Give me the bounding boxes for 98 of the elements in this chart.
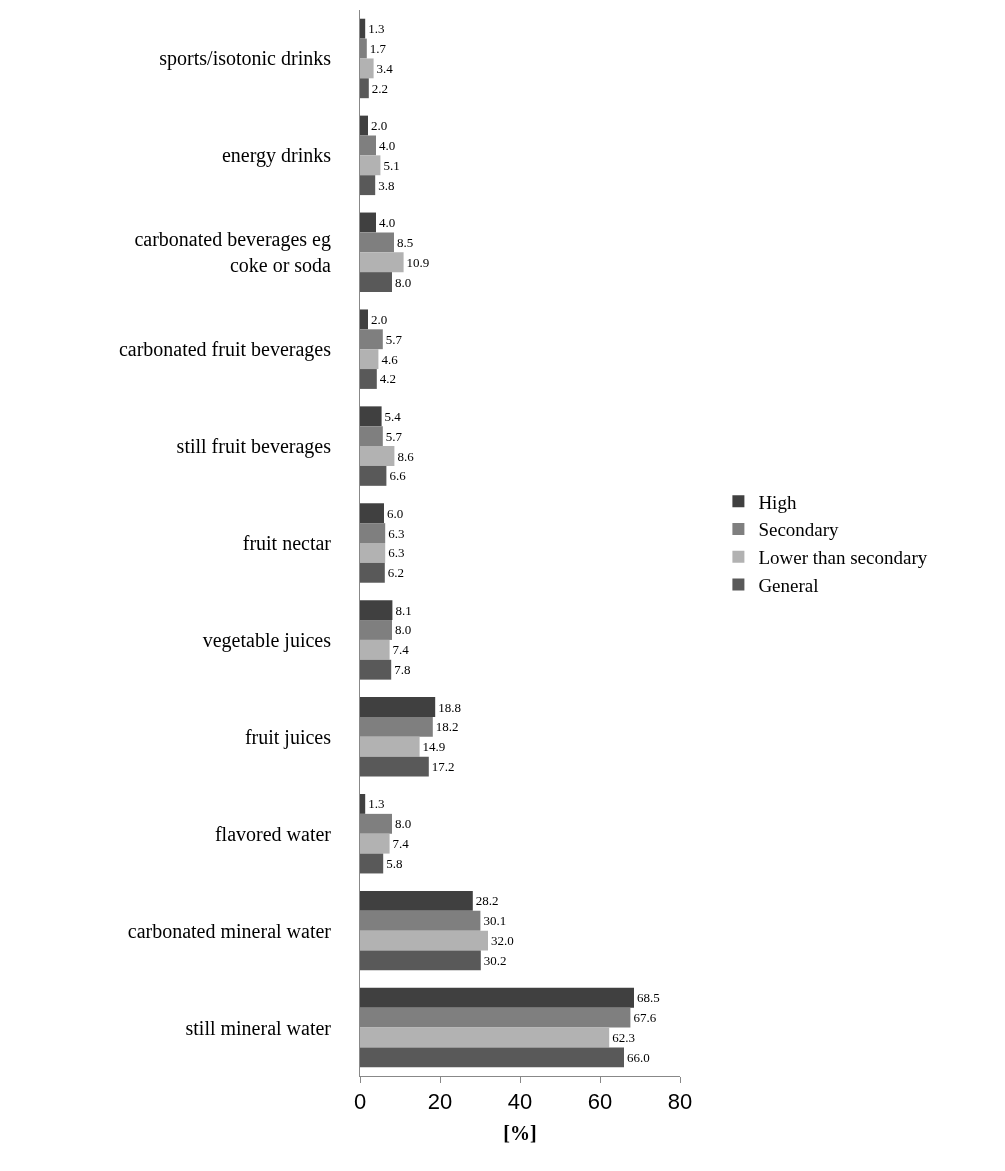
data-label: 4.6: [381, 351, 399, 367]
bar: [360, 349, 379, 370]
data-label: 1.3: [368, 796, 385, 812]
bar: [360, 406, 382, 427]
data-label: 4.2: [379, 371, 397, 387]
data-label: 28.2: [475, 893, 499, 909]
data-label: 5.8: [386, 856, 403, 872]
data-label: 18.8: [438, 699, 461, 715]
bar: [360, 853, 384, 874]
bar: [360, 272, 392, 293]
bar: [360, 58, 374, 79]
data-label: 2.2: [371, 80, 389, 96]
bar: [360, 562, 385, 583]
data-label: 30.2: [483, 952, 507, 968]
data-label: 2.0: [371, 311, 388, 327]
y-tick-label: vegetable juices: [202, 628, 332, 652]
y-tick-label: carbonated beverages eg coke or soda: [134, 228, 332, 277]
y-tick-label: flavored water: [214, 822, 332, 845]
data-label: 7.8: [394, 662, 411, 678]
data-label: 1.3: [368, 21, 385, 37]
data-label: 5.4: [384, 408, 402, 424]
data-label: 62.3: [612, 1029, 635, 1045]
bar: [360, 793, 366, 814]
bar: [360, 736, 420, 757]
data-label: 5.7: [385, 331, 403, 347]
data-label: 4.0: [379, 214, 396, 230]
bar: [360, 930, 488, 951]
bar: [360, 987, 634, 1008]
data-label: 5.7: [385, 428, 403, 444]
y-tick-label: sports/isotonic drinks: [159, 47, 332, 71]
bar: [360, 309, 368, 330]
x-axis-title: [%]: [503, 1121, 537, 1144]
data-label: 10.9: [406, 254, 430, 270]
bar: [360, 175, 376, 196]
x-tick-label: 60: [587, 1089, 613, 1115]
data-label: 30.1: [483, 913, 507, 929]
bar: [360, 503, 384, 524]
bar: [360, 659, 392, 680]
data-label: 4.0: [379, 137, 396, 153]
x-tick-label: 0: [353, 1089, 367, 1115]
bar: [360, 18, 366, 39]
bar: [360, 543, 386, 563]
bar: [360, 155, 381, 176]
data-label: 7.4: [392, 836, 410, 852]
legend-label: High: [758, 491, 797, 513]
data-label: 5.1: [383, 157, 400, 173]
legend-label: General: [758, 574, 819, 596]
data-label: 8.6: [397, 448, 415, 464]
legend-label: Secondary: [758, 519, 840, 541]
data-label: 1.7: [369, 41, 387, 57]
y-tick-label: still fruit beverages: [176, 435, 332, 459]
data-label: 6.6: [389, 468, 407, 484]
data-label: 3.8: [378, 177, 395, 193]
y-tick-label: carbonated fruit beverages: [118, 338, 332, 362]
data-label: 66.0: [627, 1049, 650, 1065]
data-label: 32.0: [491, 933, 514, 949]
data-label: 6.0: [387, 505, 404, 521]
bar: [360, 890, 473, 911]
data-label: 6.3: [388, 525, 405, 541]
data-label: 8.0: [395, 274, 412, 290]
data-label: 3.4: [376, 60, 394, 76]
bar: [360, 697, 436, 717]
bar: [360, 1047, 624, 1068]
bar: [360, 115, 368, 136]
data-label: 68.5: [637, 990, 660, 1006]
y-tick-label: fruit nectar: [242, 532, 332, 554]
data-label: 8.0: [395, 622, 412, 638]
x-tick-label: 80: [667, 1089, 693, 1115]
data-label: 8.5: [397, 234, 414, 250]
bar: [360, 833, 390, 854]
y-tick-label: fruit juices: [244, 725, 332, 749]
data-label: 8.0: [395, 816, 412, 832]
bar: [360, 1027, 610, 1048]
data-label: 7.4: [392, 642, 410, 658]
x-tick-label: 40: [507, 1089, 533, 1115]
bar: [360, 78, 369, 99]
data-label: 67.6: [633, 1010, 657, 1026]
bar: [360, 446, 395, 466]
data-label: 14.9: [422, 739, 446, 755]
data-label: 18.2: [435, 719, 459, 735]
data-label: 8.1: [395, 602, 412, 618]
data-label: 6.2: [387, 565, 405, 581]
bar: [360, 639, 390, 660]
y-tick-label: carbonated mineral water: [127, 919, 332, 942]
data-label: 17.2: [431, 759, 455, 775]
data-label: 6.3: [388, 545, 405, 561]
bar: [360, 369, 377, 389]
y-tick-label: energy drinks: [221, 144, 332, 168]
x-tick-label: 20: [427, 1089, 453, 1115]
bar: [360, 465, 387, 486]
bar: [360, 756, 429, 777]
legend-label: Lower than secondary: [758, 547, 928, 569]
bar: [360, 212, 376, 233]
y-tick-label: still mineral water: [185, 1016, 332, 1039]
data-label: 2.0: [371, 118, 388, 134]
bar: [360, 950, 481, 971]
bar: [360, 600, 393, 621]
bar: [360, 252, 404, 273]
